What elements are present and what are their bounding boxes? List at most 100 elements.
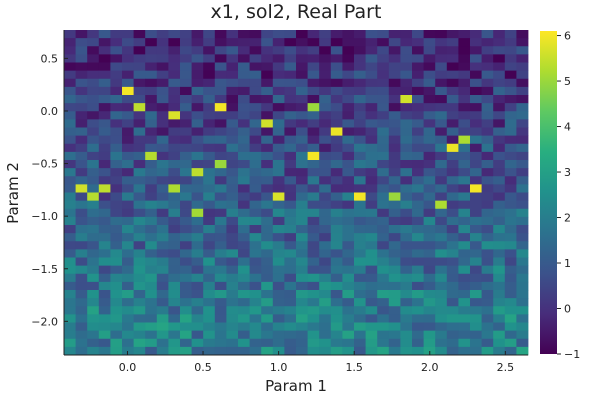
heatmap-cell [64, 160, 76, 169]
heatmap-cell [64, 257, 76, 267]
heatmap-cell [365, 111, 378, 120]
heatmap-cell [261, 225, 274, 234]
heatmap-cell [64, 54, 76, 63]
heatmap-cell [296, 346, 308, 356]
heatmap-cell [435, 176, 448, 185]
heatmap-cell [238, 314, 250, 323]
heatmap-cell [180, 290, 192, 299]
heatmap-cell [365, 135, 378, 145]
heatmap-cell [214, 216, 227, 226]
heatmap-cell [156, 200, 169, 210]
heatmap-cell [191, 306, 204, 315]
heatmap-cell [319, 241, 332, 250]
heatmap-cell [458, 111, 471, 120]
heatmap-cell [64, 338, 76, 348]
heatmap-cell [180, 338, 192, 348]
heatmap-cell [342, 38, 355, 47]
heatmap-cell [446, 216, 459, 226]
heatmap-cell [145, 338, 158, 348]
heatmap-cell [145, 241, 158, 250]
heatmap-cell [203, 233, 216, 242]
heatmap-cell [504, 306, 517, 315]
heatmap-cell [272, 233, 285, 242]
heatmap-cell [377, 143, 390, 153]
heatmap-cell [191, 338, 204, 348]
heatmap-cell [272, 184, 285, 193]
heatmap-cell [365, 208, 378, 218]
heatmap-cell [516, 111, 529, 120]
heatmap-cell [296, 298, 308, 307]
heatmap-cell [388, 78, 401, 88]
heatmap-cell [64, 143, 76, 153]
heatmap-cell [64, 200, 76, 210]
heatmap-cell [87, 322, 100, 332]
heatmap-cell [412, 103, 424, 112]
heatmap-cell [133, 330, 146, 340]
heatmap-cell [400, 281, 413, 291]
heatmap-cell [156, 208, 169, 218]
heatmap-cell [388, 306, 401, 315]
y-tick-label: −1.5 [31, 263, 58, 276]
heatmap-cell [493, 216, 506, 226]
heatmap-cell [75, 322, 88, 332]
heatmap-cell [435, 338, 448, 348]
heatmap-cell [145, 346, 158, 356]
heatmap-cell [319, 273, 332, 283]
heatmap-cell [504, 330, 517, 340]
heatmap-cell [470, 306, 482, 315]
heatmap-cell [446, 241, 459, 250]
heatmap-cell [180, 151, 192, 161]
heatmap-cell [493, 208, 506, 218]
heatmap-cell [191, 160, 204, 169]
heatmap-cell [110, 290, 123, 299]
heatmap-cell [481, 330, 494, 340]
heatmap-cell [412, 298, 424, 307]
heatmap-cell [87, 135, 100, 145]
heatmap-cell [133, 338, 146, 348]
heatmap-cell [238, 54, 250, 63]
heatmap-cell [284, 160, 297, 169]
heatmap-cell [168, 119, 181, 128]
heatmap-cell [435, 225, 448, 234]
heatmap-cell [504, 290, 517, 299]
heatmap-cell [64, 151, 76, 161]
heatmap-cell [145, 127, 158, 137]
heatmap-cell [354, 208, 366, 218]
heatmap-cell [354, 200, 366, 210]
heatmap-cell [64, 273, 76, 283]
heatmap-cell [412, 265, 424, 275]
heatmap-cell [145, 111, 158, 120]
heatmap-cell [412, 273, 424, 283]
heatmap-cell [400, 298, 413, 307]
heatmap-cell [516, 119, 529, 128]
heatmap-cell [296, 151, 308, 161]
heatmap-cell [481, 306, 494, 315]
heatmap-cell [330, 151, 343, 161]
heatmap-cell [400, 192, 413, 202]
heatmap-cell [365, 346, 378, 356]
heatmap-cell [388, 95, 401, 104]
heatmap-cell [307, 30, 320, 39]
heatmap-cell [261, 241, 274, 250]
heatmap-cell [203, 168, 216, 177]
heatmap-cell [330, 281, 343, 291]
heatmap-cell [342, 265, 355, 275]
heatmap-cell [296, 249, 308, 258]
heatmap-cell [377, 192, 390, 202]
heatmap-cell [98, 127, 111, 137]
heatmap-cell [203, 257, 216, 267]
heatmap-cell [319, 151, 332, 161]
heatmap-cell [377, 111, 390, 120]
heatmap-cell [284, 184, 297, 193]
heatmap-cell [145, 38, 158, 47]
heatmap-cell [388, 200, 401, 210]
heatmap-cell [156, 168, 169, 177]
heatmap-cell [481, 95, 494, 104]
heatmap-cell [342, 216, 355, 226]
heatmap-cell [168, 265, 181, 275]
heatmap-cell [122, 225, 134, 234]
heatmap-cell [156, 95, 169, 104]
heatmap-cell [377, 184, 390, 193]
heatmap-cell [238, 168, 250, 177]
heatmap-cell [330, 135, 343, 145]
